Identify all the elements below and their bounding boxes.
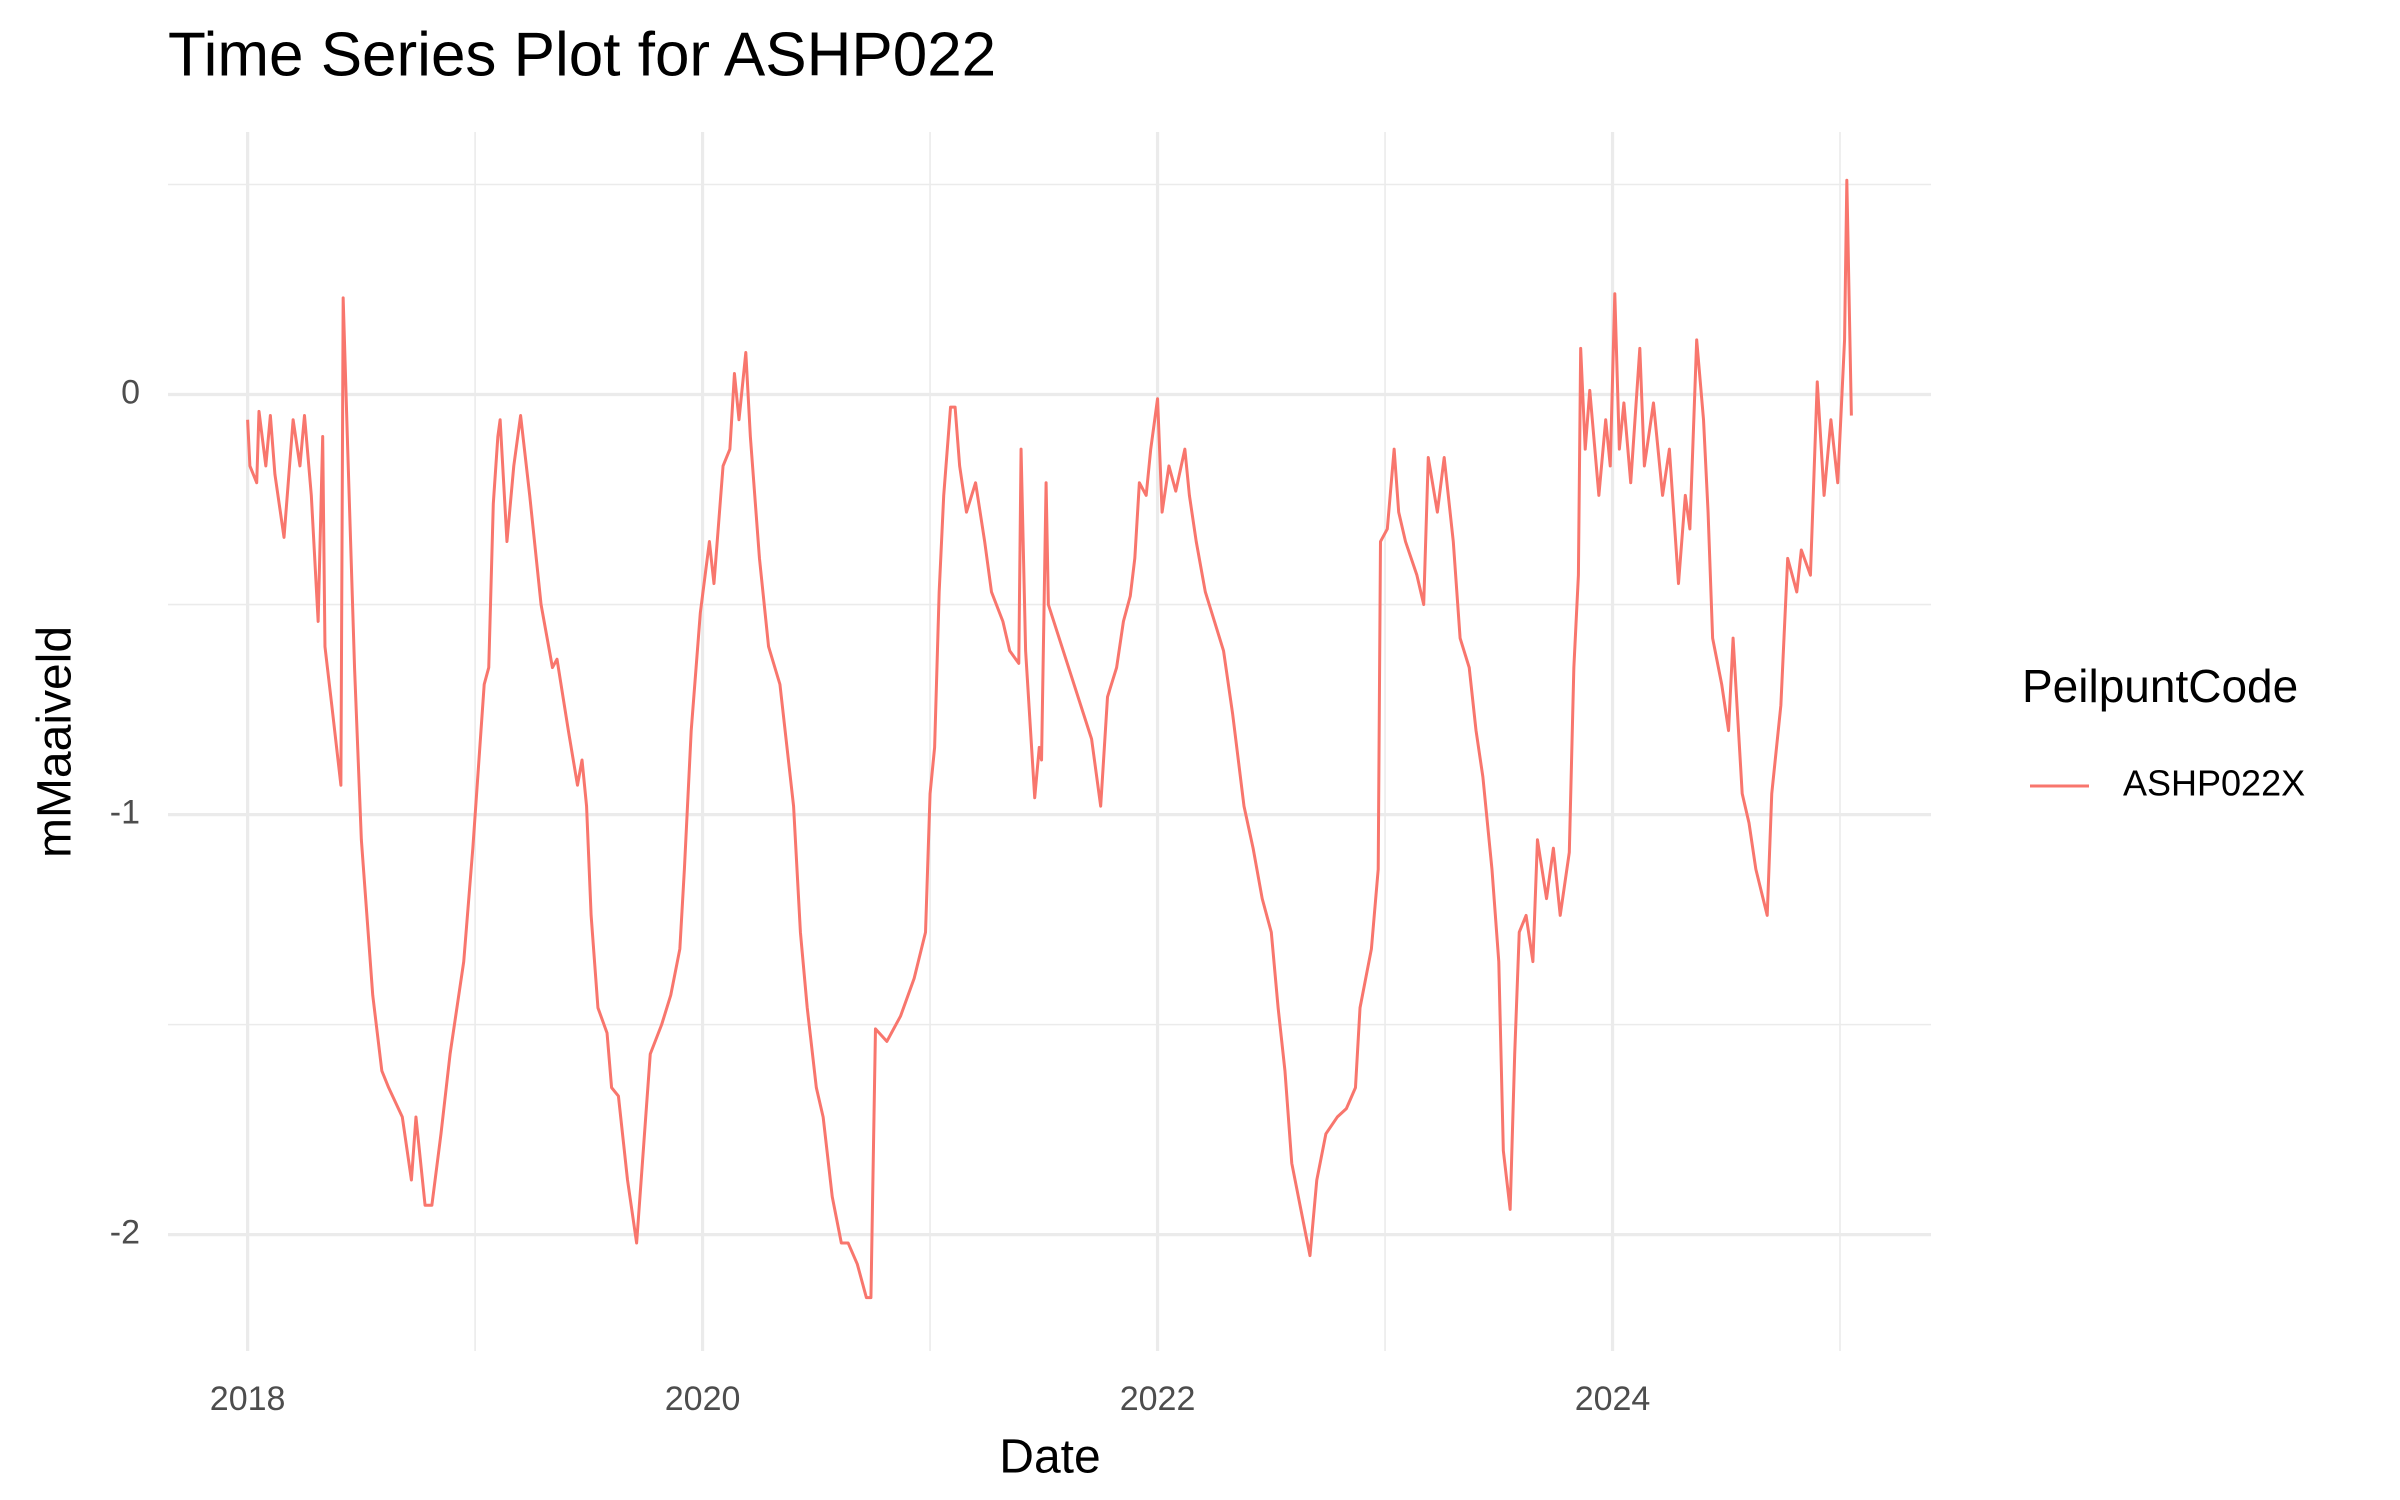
- x-axis-title: Date: [999, 1431, 1100, 1484]
- y-tick-label: -2: [110, 1214, 140, 1252]
- chart-title: Time Series Plot for ASHP022: [168, 20, 996, 89]
- y-axis-title: mMaaiveld: [29, 626, 82, 858]
- series-line: [246, 178, 1853, 1300]
- y-tick-label: -1: [110, 794, 140, 832]
- x-tick-label: 2020: [665, 1380, 741, 1418]
- x-tick-label: 2024: [1575, 1380, 1651, 1418]
- y-tick-label: 0: [121, 374, 140, 412]
- x-tick-label: 2022: [1120, 1380, 1196, 1418]
- legend-title: PeilpuntCode: [2022, 660, 2298, 712]
- x-tick-label: 2018: [210, 1380, 286, 1418]
- legend-label: ASHP022X: [2123, 763, 2305, 804]
